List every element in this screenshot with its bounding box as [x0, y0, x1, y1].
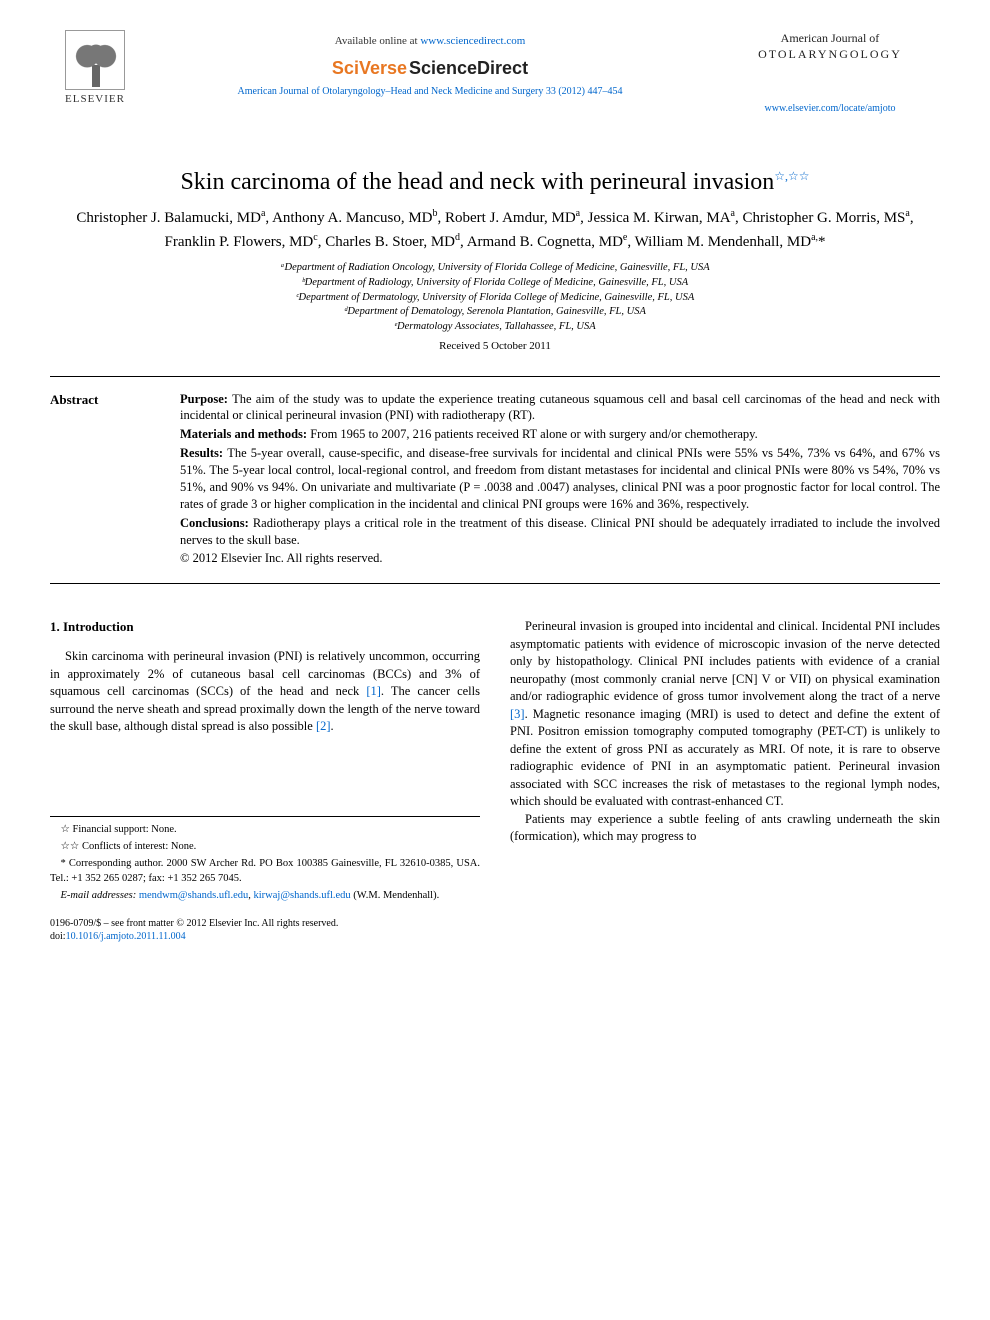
platform-logo: SciVerse ScienceDirect — [265, 55, 595, 81]
footnotes-block: ☆ Financial support: None. ☆☆ Conflicts … — [50, 816, 480, 903]
abs-copyright: © 2012 Elsevier Inc. All rights reserved… — [180, 550, 940, 567]
abstract-body: Purpose: The aim of the study was to upd… — [180, 391, 940, 570]
doi-label: doi: — [50, 931, 66, 942]
intro-paragraph-3: Patients may experience a subtle feeling… — [510, 811, 940, 846]
title-text: Skin carcinoma of the head and neck with… — [180, 169, 774, 195]
journal-name-box: American Journal of OTOLARYNGOLOGY www.e… — [720, 30, 940, 116]
journal-name-line1: American Journal of — [720, 30, 940, 46]
available-online-line: Available online at www.sciencedirect.co… — [150, 34, 710, 49]
column-left: 1. Introduction Skin carcinoma with peri… — [50, 618, 480, 943]
received-date: Received 5 October 2011 — [50, 339, 940, 354]
footnote-funding: ☆ Financial support: None. — [50, 823, 480, 837]
journal-citation: American Journal of Otolaryngology–Head … — [150, 85, 710, 99]
email-tail: (W.M. Mendenhall). — [351, 890, 440, 901]
body-columns: 1. Introduction Skin carcinoma with peri… — [50, 618, 940, 943]
citation-link[interactable]: [2] — [316, 719, 331, 733]
abs-results-label: Results: — [180, 446, 227, 460]
title-footnote-markers[interactable]: ☆,☆☆ — [774, 169, 809, 183]
article-title: Skin carcinoma of the head and neck with… — [50, 166, 940, 198]
publisher-logo: ELSEVIER — [50, 30, 140, 107]
abs-results: The 5-year overall, cause-specific, and … — [180, 446, 940, 511]
column-right: Perineural invasion is grouped into inci… — [510, 618, 940, 943]
platform-name-part1: SciVerse — [332, 56, 407, 80]
publisher-name: ELSEVIER — [65, 92, 125, 107]
abstract-label: Abstract — [50, 391, 180, 570]
footnote-email: E-mail addresses: mendwm@shands.ufl.edu,… — [50, 889, 480, 903]
abs-conclusions-label: Conclusions: — [180, 516, 253, 530]
abs-conclusions: Radiotherapy plays a critical role in th… — [180, 516, 940, 547]
journal-name-line2: OTOLARYNGOLOGY — [720, 46, 940, 62]
available-prefix: Available online at — [335, 35, 421, 47]
front-matter-line: 0196-0709/$ – see front matter © 2012 El… — [50, 917, 480, 943]
issn-copyright: 0196-0709/$ – see front matter © 2012 El… — [50, 917, 480, 930]
authors-line: Christopher J. Balamucki, MDa, Anthony A… — [50, 206, 940, 253]
header-center: Available online at www.sciencedirect.co… — [140, 30, 720, 98]
intro-paragraph-2: Perineural invasion is grouped into inci… — [510, 618, 940, 811]
doi-link[interactable]: 10.1016/j.amjoto.2011.11.004 — [66, 931, 186, 942]
title-block: Skin carcinoma of the head and neck with… — [50, 166, 940, 354]
abstract-block: Abstract Purpose: The aim of the study w… — [50, 376, 940, 585]
abs-purpose-label: Purpose: — [180, 392, 232, 406]
email-link-2[interactable]: kirwaj@shands.ufl.edu — [254, 890, 351, 901]
intro-paragraph-1: Skin carcinoma with perineural invasion … — [50, 648, 480, 736]
affiliations: ᵃDepartment of Radiation Oncology, Unive… — [50, 261, 940, 334]
citation-link[interactable]: [1] — [366, 684, 381, 698]
citation-link[interactable]: [3] — [510, 707, 525, 721]
page-header: ELSEVIER Available online at www.science… — [50, 30, 940, 116]
abs-methods-label: Materials and methods: — [180, 427, 310, 441]
doi-line: doi:10.1016/j.amjoto.2011.11.004 — [50, 930, 480, 943]
elsevier-tree-icon — [65, 30, 125, 90]
email-link-1[interactable]: mendwm@shands.ufl.edu — [139, 890, 248, 901]
email-label: E-mail addresses: — [61, 890, 139, 901]
section-1-heading: 1. Introduction — [50, 618, 480, 636]
footnote-corresponding: * Corresponding author. 2000 SW Archer R… — [50, 857, 480, 885]
platform-name-part2: ScienceDirect — [409, 56, 528, 80]
abs-purpose: The aim of the study was to update the e… — [180, 392, 940, 423]
journal-website-link[interactable]: www.elsevier.com/locate/amjoto — [720, 102, 940, 116]
sciencedirect-link[interactable]: www.sciencedirect.com — [420, 35, 525, 47]
footnote-coi: ☆☆ Conflicts of interest: None. — [50, 840, 480, 854]
abs-methods: From 1965 to 2007, 216 patients received… — [310, 427, 758, 441]
